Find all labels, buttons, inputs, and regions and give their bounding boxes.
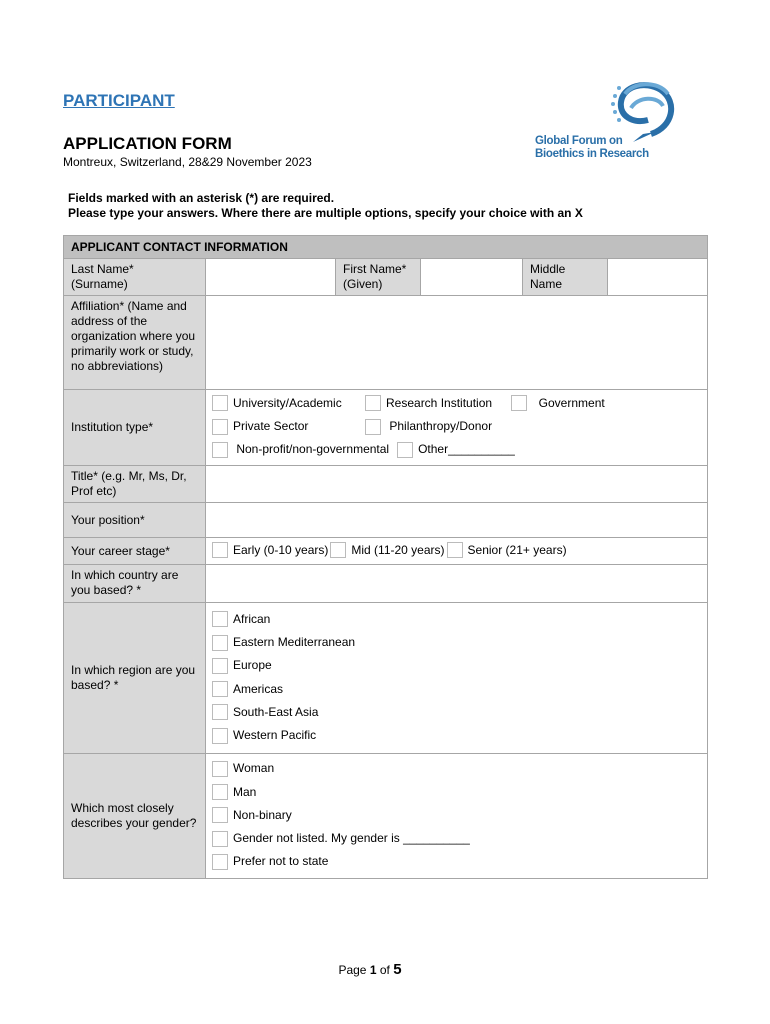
checkbox-eastern-mediterranean[interactable]: Eastern Mediterranean: [212, 631, 355, 654]
affiliation-label: Affiliation* (Name and address of the or…: [63, 295, 206, 390]
checkbox-research-institution[interactable]: Research Institution: [365, 392, 503, 415]
position-label: Your position*: [63, 502, 206, 538]
checkbox-african[interactable]: African: [212, 608, 270, 631]
country-field[interactable]: [204, 564, 709, 603]
section-header: APPLICANT CONTACT INFORMATION: [62, 235, 709, 259]
first-name-label: First Name* (Given): [335, 258, 421, 296]
title-field[interactable]: [204, 465, 709, 503]
gender-options: Woman Man Non-binary Gender not listed. …: [204, 752, 709, 879]
checkbox-woman[interactable]: Woman: [212, 758, 274, 781]
institution-type-options: University/Academic Research Institution …: [204, 389, 709, 466]
checkbox-mid-career[interactable]: Mid (11-20 years): [330, 539, 445, 562]
logo-text-line1: Global Forum on: [535, 135, 623, 147]
last-name-label: Last Name* (Surname): [63, 258, 206, 296]
checkbox-university[interactable]: University/Academic: [212, 392, 357, 415]
checkbox-gender-not-listed[interactable]: Gender not listed. My gender is ________…: [212, 827, 470, 850]
page-number: Page 1 of 5: [338, 961, 402, 978]
middle-name-field[interactable]: [606, 258, 709, 296]
checkbox-prefer-not-to-state[interactable]: Prefer not to state: [212, 851, 328, 874]
checkbox-americas[interactable]: Americas: [212, 678, 283, 701]
form-kicker: PARTICIPANT: [63, 91, 175, 110]
gender-label: Which most closely describes your gender…: [63, 752, 206, 879]
checkbox-government[interactable]: Government: [511, 392, 605, 415]
checkbox-early-career[interactable]: Early (0-10 years): [212, 539, 328, 562]
instruction-required: Fields marked with an asterisk (*) are r…: [68, 191, 335, 205]
applicant-contact-table: APPLICANT CONTACT INFORMATION Last Name*…: [62, 235, 709, 879]
career-stage-label: Your career stage*: [63, 537, 206, 565]
position-field[interactable]: [204, 502, 709, 538]
region-options: African Eastern Mediterranean Europe Ame…: [204, 602, 709, 754]
first-name-field[interactable]: [420, 258, 523, 296]
country-label: In which country are you based? *: [63, 564, 206, 603]
logo-text-line2: Bioethics in Research: [535, 148, 649, 160]
checkbox-non-binary[interactable]: Non-binary: [212, 804, 292, 827]
career-stage-options: Early (0-10 years) Mid (11-20 years) Senio…: [204, 537, 709, 565]
checkbox-senior-career[interactable]: Senior (21+ years): [446, 539, 567, 562]
page-title: APPLICATION FORM: [63, 134, 232, 153]
checkbox-europe[interactable]: Europe: [212, 655, 272, 678]
checkbox-south-east-asia[interactable]: South-East Asia: [212, 701, 318, 724]
checkbox-private-sector[interactable]: Private Sector: [212, 415, 357, 438]
affiliation-field[interactable]: [204, 295, 709, 390]
region-label: In which region are you based? *: [63, 602, 206, 754]
checkbox-man[interactable]: Man: [212, 781, 256, 804]
checkbox-philanthropy[interactable]: Philanthropy/Donor: [365, 415, 492, 438]
checkbox-western-pacific[interactable]: Western Pacific: [212, 724, 316, 747]
instructions: Fields marked with an asterisk (*) are r…: [68, 191, 583, 221]
checkbox-other[interactable]: Other__________: [397, 439, 515, 462]
instruction-type: Please type your answers. Where there ar…: [68, 206, 583, 220]
institution-type-label: Institution type*: [63, 389, 206, 466]
title-label: Title* (e.g. Mr, Ms, Dr, Prof etc): [63, 465, 206, 503]
middle-name-label: Middle Name: [522, 258, 608, 296]
last-name-field[interactable]: [205, 258, 336, 296]
gfbr-logo: Global Forum on Bioethics in Research: [533, 72, 683, 164]
event-location-date: Montreux, Switzerland, 28&29 November 20…: [63, 155, 312, 169]
speech-bubble-logo-icon: [611, 82, 675, 142]
checkbox-non-profit[interactable]: Non-profit/non-governmental: [212, 439, 389, 462]
